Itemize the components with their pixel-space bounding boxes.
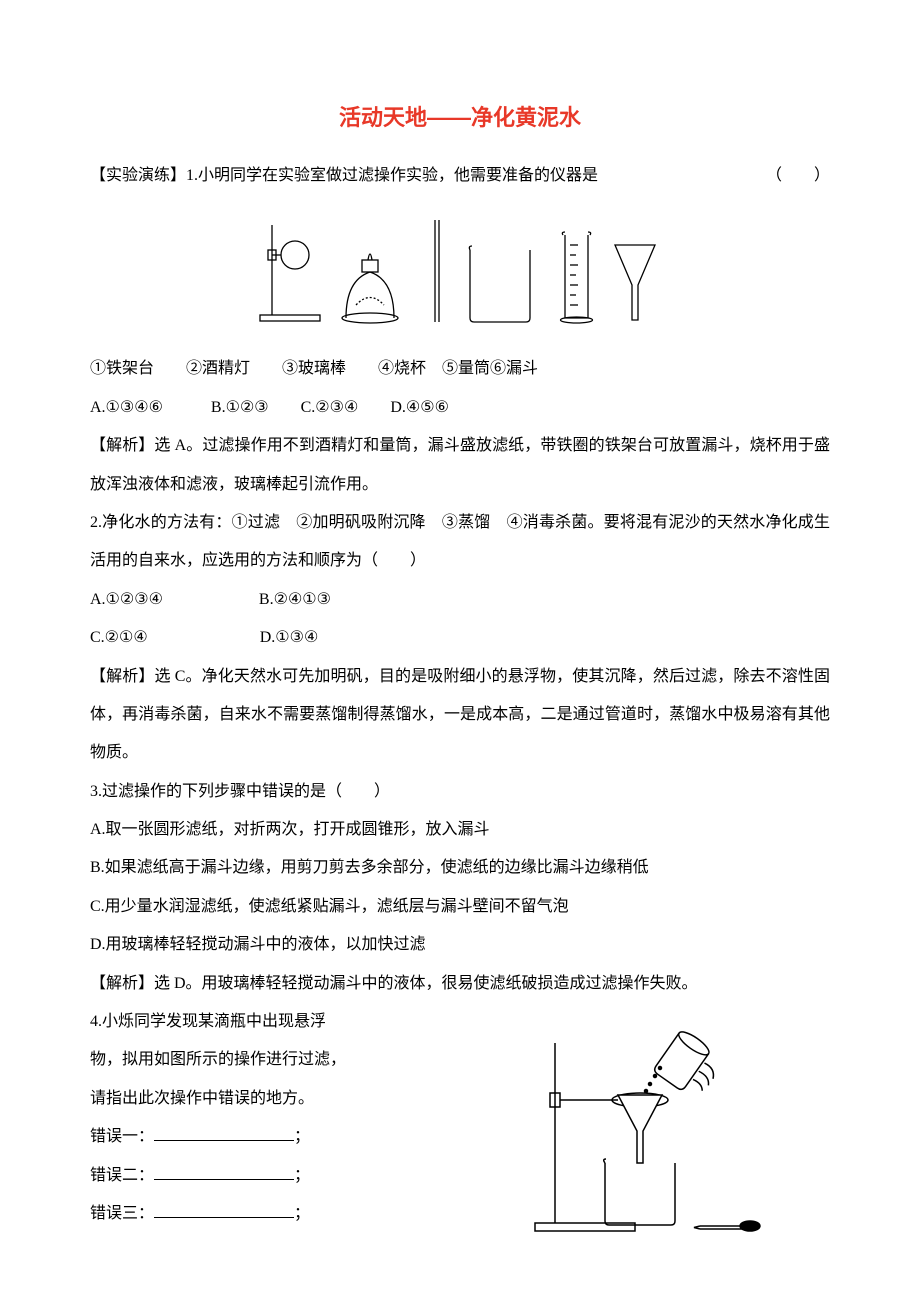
q1-analysis: 【解析】选 A。过滤操作用不到酒精灯和量筒，漏斗盛放滤纸，带铁圈的铁架台可放置漏…	[90, 427, 830, 504]
q4-e3-label: 错误三：	[90, 1205, 154, 1222]
q1-figure	[90, 210, 830, 335]
q4-block: 4.小烁同学发现某滴瓶中出现悬浮 物，拟用如图所示的操作进行过滤， 请指出此次操…	[90, 1003, 830, 1233]
q2-options-1: A.①②③④ B.②④①③	[90, 581, 830, 619]
q2-stem: 2.净化水的方法有：①过滤 ②加明矾吸附沉降 ③蒸馏 ④消毒杀菌。要将混有泥沙的…	[90, 504, 830, 581]
q4-line2: 物，拟用如图所示的操作进行过滤，	[90, 1041, 410, 1079]
page-title: 活动天地——净化黄泥水	[90, 100, 830, 132]
semicolon-2: ；	[294, 1167, 310, 1184]
q1-options: A.①③④⑥ B.①②③ C.②③④ D.④⑤⑥	[90, 389, 830, 427]
q3-stem: 3.过滤操作的下列步骤中错误的是（ ）	[90, 773, 830, 811]
semicolon-1: ；	[294, 1128, 310, 1145]
q4-figure	[520, 1013, 780, 1248]
q1-stem: 【实验演练】1.小明同学在实验室做过滤操作实验，他需要准备的仪器是 （ ）	[90, 157, 830, 195]
q4-line1: 4.小烁同学发现某滴瓶中出现悬浮	[90, 1003, 410, 1041]
q4-error1: 错误一： ；	[90, 1118, 410, 1156]
q4-e2-label: 错误二：	[90, 1167, 154, 1184]
q3-opt-c: C.用少量水润湿滤纸，使滤纸紧贴漏斗，滤纸层与漏斗壁间不留气泡	[90, 888, 830, 926]
q1-stem-text: 【实验演练】1.小明同学在实验室做过滤操作实验，他需要准备的仪器是	[90, 167, 598, 184]
q2-options-2: C.②①④ D.①③④	[90, 619, 830, 657]
q4-line3: 请指出此次操作中错误的地方。	[90, 1080, 410, 1118]
q4-error3: 错误三： ；	[90, 1195, 410, 1233]
blank-1	[154, 1125, 294, 1141]
blank-3	[154, 1202, 294, 1218]
q2-analysis: 【解析】选 C。净化天然水可先加明矾，目的是吸附细小的悬浮物，使其沉降，然后过滤…	[90, 658, 830, 773]
q3-opt-d: D.用玻璃棒轻轻搅动漏斗中的液体，以加快过滤	[90, 926, 830, 964]
q1-labels: ①铁架台 ②酒精灯 ③玻璃棒 ④烧杯 ⑤量筒⑥漏斗	[90, 350, 830, 388]
semicolon-3: ；	[294, 1205, 310, 1222]
q3-analysis: 【解析】选 D。用玻璃棒轻轻搅动漏斗中的液体，很易使滤纸破损造成过滤操作失败。	[90, 965, 830, 1003]
blank-2	[154, 1164, 294, 1180]
q4-e1-label: 错误一：	[90, 1128, 154, 1145]
q3-opt-a: A.取一张圆形滤纸，对折两次，打开成圆锥形，放入漏斗	[90, 811, 830, 849]
q3-opt-b: B.如果滤纸高于漏斗边缘，用剪刀剪去多余部分，使滤纸的边缘比漏斗边缘稍低	[90, 849, 830, 887]
q4-error2: 错误二： ；	[90, 1157, 410, 1195]
q1-paren: （ ）	[766, 157, 830, 195]
